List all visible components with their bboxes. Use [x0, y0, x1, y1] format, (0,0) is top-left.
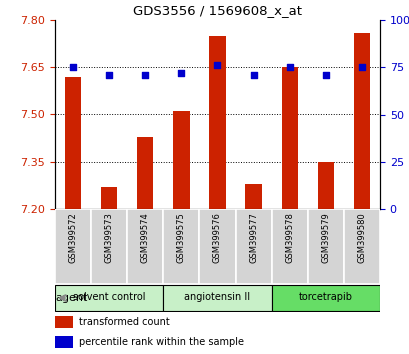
Bar: [91, 209, 127, 284]
Bar: [245, 184, 261, 209]
Point: [178, 70, 184, 76]
Bar: [353, 33, 369, 209]
Bar: [163, 285, 271, 310]
Text: angiotensin II: angiotensin II: [184, 292, 250, 302]
Bar: [101, 187, 117, 209]
Text: GSM399577: GSM399577: [249, 212, 258, 263]
Point: [106, 72, 112, 78]
Text: agent: agent: [56, 293, 88, 303]
Text: GSM399574: GSM399574: [140, 212, 149, 263]
Point: [322, 72, 328, 78]
Text: GSM399573: GSM399573: [104, 212, 113, 263]
Bar: [55, 316, 73, 328]
Text: GSM399572: GSM399572: [68, 212, 77, 263]
Bar: [271, 285, 379, 310]
Text: solvent control: solvent control: [73, 292, 145, 302]
Bar: [137, 137, 153, 209]
Bar: [343, 209, 379, 284]
Text: GSM399580: GSM399580: [357, 212, 366, 263]
Bar: [317, 162, 333, 209]
Bar: [271, 209, 307, 284]
Bar: [307, 209, 343, 284]
Title: GDS3556 / 1569608_x_at: GDS3556 / 1569608_x_at: [133, 5, 301, 17]
Point: [358, 64, 364, 70]
Bar: [173, 112, 189, 209]
Point: [286, 64, 292, 70]
Text: percentile rank within the sample: percentile rank within the sample: [79, 337, 244, 347]
Point: [70, 64, 76, 70]
Bar: [209, 36, 225, 209]
Text: torcetrapib: torcetrapib: [298, 292, 352, 302]
Bar: [55, 209, 91, 284]
Bar: [127, 209, 163, 284]
Text: GSM399578: GSM399578: [285, 212, 294, 263]
Bar: [199, 209, 235, 284]
Bar: [235, 209, 271, 284]
Bar: [55, 336, 73, 348]
Point: [142, 72, 148, 78]
Text: GSM399579: GSM399579: [321, 212, 330, 263]
Point: [250, 72, 256, 78]
Text: transformed count: transformed count: [79, 317, 170, 327]
Text: GSM399575: GSM399575: [176, 212, 185, 263]
Point: [213, 63, 220, 68]
Bar: [55, 285, 163, 310]
Text: GSM399576: GSM399576: [213, 212, 221, 263]
Bar: [163, 209, 199, 284]
Bar: [65, 77, 81, 209]
Bar: [281, 67, 297, 209]
